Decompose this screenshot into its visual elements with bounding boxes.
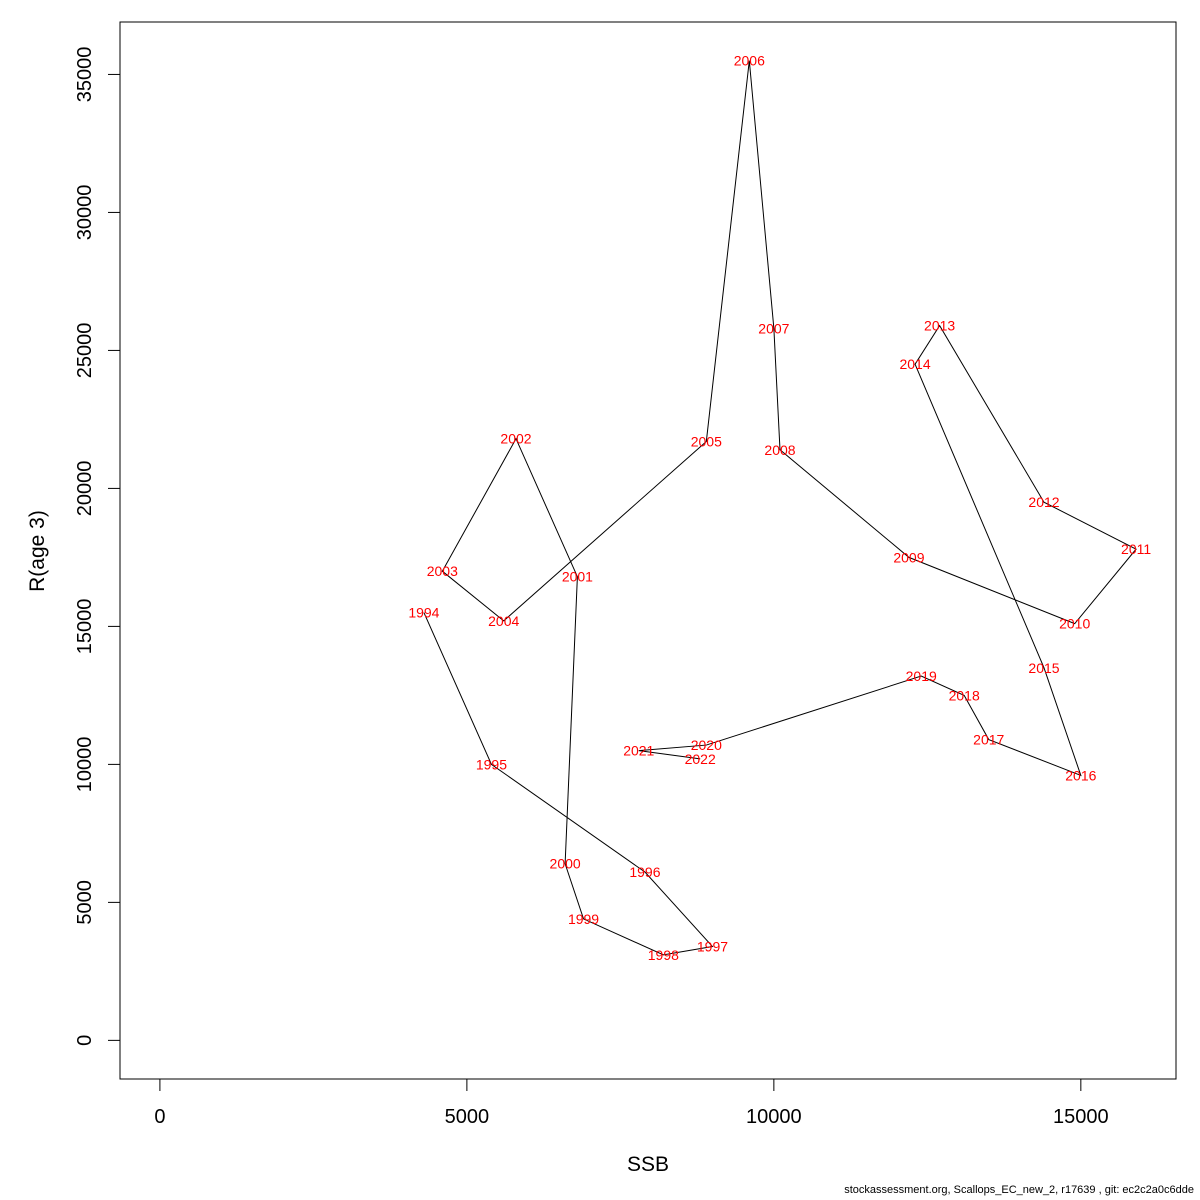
y-tick-label: 10000 xyxy=(74,737,96,793)
year-label: 2002 xyxy=(500,431,531,447)
year-label: 2017 xyxy=(973,732,1004,748)
y-tick-label: 0 xyxy=(74,1035,96,1046)
x-tick-label: 5000 xyxy=(445,1106,490,1128)
year-label: 1996 xyxy=(629,864,660,880)
year-label: 2020 xyxy=(691,737,722,753)
year-label: 2021 xyxy=(623,743,654,759)
year-label: 2010 xyxy=(1059,616,1090,632)
series-line xyxy=(423,60,1137,956)
y-tick-label: 20000 xyxy=(74,461,96,517)
year-label: 2003 xyxy=(427,563,458,579)
plot-frame xyxy=(119,21,1177,1080)
year-label: 1997 xyxy=(697,939,728,955)
point-labels: 1994 1995 1996 1997 1998 1999 2000 2001 2002 2003… xyxy=(408,53,1151,963)
year-label: 2005 xyxy=(691,433,722,449)
year-label: 1994 xyxy=(408,605,439,621)
year-label: 2000 xyxy=(550,856,581,872)
year-label: 2018 xyxy=(949,687,980,703)
year-label: 2011 xyxy=(1121,541,1151,557)
y-axis: 0 5000 10000 15000 20000 25000 30000 35000 xyxy=(74,47,121,1046)
year-label: 2001 xyxy=(562,569,593,585)
year-label: 2019 xyxy=(906,668,937,684)
y-tick-label: 35000 xyxy=(74,47,96,103)
x-tick-label: 10000 xyxy=(746,1106,802,1128)
y-tick-label: 30000 xyxy=(74,185,96,241)
year-label: 2007 xyxy=(758,320,789,336)
y-tick-label: 5000 xyxy=(74,880,96,925)
year-label: 2016 xyxy=(1065,767,1096,783)
year-label: 2009 xyxy=(893,549,924,565)
y-axis-title: R(age 3) xyxy=(26,510,49,592)
footer-credit: stockassessment.org, Scallops_EC_new_2, … xyxy=(844,1184,1194,1196)
y-tick-label: 25000 xyxy=(74,323,96,379)
x-tick-label: 15000 xyxy=(1053,1106,1109,1128)
year-label: 1995 xyxy=(476,756,507,772)
year-label: 1998 xyxy=(648,947,679,963)
year-label: 2004 xyxy=(488,613,519,629)
year-label: 2012 xyxy=(1028,494,1059,510)
x-axis: 0 5000 10000 15000 xyxy=(154,1078,1109,1128)
year-label: 2022 xyxy=(685,751,716,767)
year-label: 2015 xyxy=(1028,660,1059,676)
x-tick-label: 0 xyxy=(154,1106,165,1128)
year-label: 1999 xyxy=(568,911,599,927)
y-tick-label: 15000 xyxy=(74,599,96,655)
year-label: 2006 xyxy=(734,53,765,69)
year-label: 2014 xyxy=(899,356,930,372)
year-label: 2013 xyxy=(924,318,955,334)
year-label: 2008 xyxy=(764,442,795,458)
ssb-recruitment-path xyxy=(423,60,1137,956)
x-axis-title: SSB xyxy=(627,1153,669,1176)
